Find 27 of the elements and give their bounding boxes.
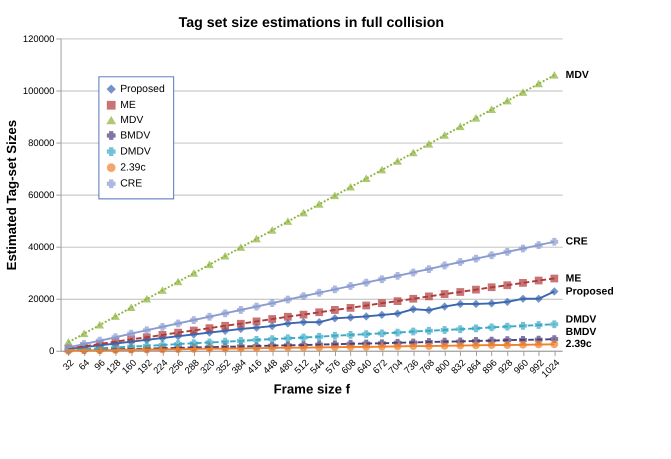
legend-label: MDV bbox=[120, 115, 144, 126]
legend-label: Proposed bbox=[120, 84, 165, 95]
annotation: BMDV bbox=[566, 326, 596, 338]
legend-label: BMDV bbox=[120, 130, 150, 142]
y-tick-label: 0 bbox=[49, 346, 54, 358]
annotation: Proposed bbox=[566, 286, 614, 298]
y-tick-label: 100000 bbox=[22, 86, 54, 97]
legend-label: ME bbox=[120, 100, 136, 112]
y-tick-label: 120000 bbox=[22, 34, 54, 45]
x-tick-label: 512 bbox=[292, 358, 312, 377]
y-tick-label: 40000 bbox=[28, 242, 54, 254]
legend-label: 2.39c bbox=[120, 162, 146, 174]
x-tick-label: 32 bbox=[61, 358, 76, 373]
y-tick-label: 20000 bbox=[28, 294, 54, 306]
legend-label: CRE bbox=[120, 178, 142, 190]
annotation: 2.39c bbox=[566, 339, 592, 350]
annotation: DMDV bbox=[566, 314, 596, 326]
annotation: CRE bbox=[566, 236, 588, 248]
legend-label: DMDV bbox=[120, 146, 151, 158]
y-axis-title: Estimated Tag-set Sizes bbox=[4, 120, 20, 270]
chart-title: Tag set size estimations in full collision bbox=[178, 15, 444, 32]
annotation: ME bbox=[566, 273, 582, 284]
annotation: MDV bbox=[566, 70, 589, 82]
y-tick-label: 80000 bbox=[28, 138, 54, 149]
x-axis-title: Frame size f bbox=[274, 382, 351, 397]
x-tick-label: 64 bbox=[76, 358, 92, 373]
y-tick-label: 60000 bbox=[28, 190, 54, 201]
